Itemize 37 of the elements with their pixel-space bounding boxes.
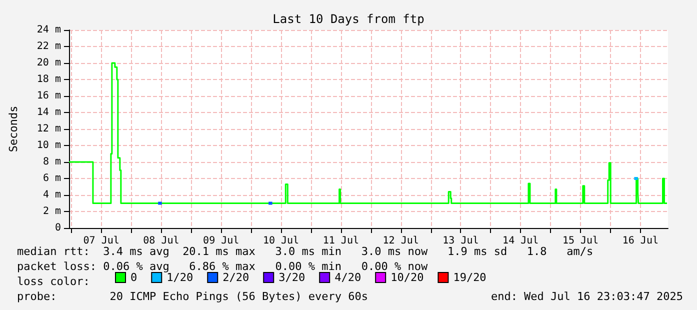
legend-title: loss color:	[17, 275, 90, 288]
y-tick-label: 12 m	[36, 124, 61, 134]
legend-label: 4/20	[334, 271, 362, 284]
y-tick-label: 6 m	[42, 173, 61, 184]
y-tick-label: 18 m	[36, 74, 61, 85]
text: end: Wed Jul 16 23:03:47 2025	[490, 290, 684, 303]
legend-label: 19/20	[453, 271, 486, 284]
legend-label: 3/20	[278, 271, 306, 284]
x-tick-label: 16 Jul	[622, 236, 658, 246]
y-tick-label: 24 m	[36, 24, 61, 36]
x-tick-label: 14 Jul	[502, 236, 539, 246]
y-tick-label: 4 m	[42, 190, 61, 200]
chart-title: Last 10 Days from ftp	[272, 12, 424, 26]
x-tick-label: 10 Jul	[262, 236, 300, 246]
y-tick-label: 16 m	[36, 90, 61, 102]
legend-label: 2/20	[222, 271, 250, 284]
x-tick-label: 08 Jul	[143, 236, 180, 246]
y-tick-label: 14 m	[36, 107, 61, 118]
y-tick-label: 2 m	[42, 206, 61, 217]
text: median rtt: 3.4 ms avg 20.1 ms max 3.0 ms min 3.0 ms now 1.9 ms sd 1.8 am/s	[17, 245, 594, 258]
y-tick-label: 8 m	[42, 156, 61, 168]
x-tick-label: 15 Jul	[562, 236, 599, 246]
y-tick-label: 10 m	[36, 140, 61, 151]
y-tick-label: 0	[54, 222, 61, 234]
y-axis-title: Seconds	[7, 106, 20, 152]
y-tick-label: 22 m	[36, 41, 61, 52]
y-tick-label: 20 m	[36, 58, 61, 68]
x-tick-label: 07 Jul	[83, 236, 120, 246]
text: packet loss: 0.06 % avg 6.86 % max 0.00 % min 0.00 % now	[17, 260, 428, 273]
legend-label: 10/20	[390, 271, 424, 284]
x-tick-label: 13 Jul	[442, 236, 479, 246]
text: probe: 20 ICMP Echo Pings (56 Bytes) every 60s	[17, 290, 368, 303]
legend-label: 0	[130, 271, 138, 284]
legend-label: 1/20	[166, 271, 194, 284]
x-tick-label: 12 Jul	[382, 236, 419, 246]
x-tick-label: 09 Jul	[203, 236, 240, 246]
x-tick-label: 11 Jul	[322, 236, 359, 246]
